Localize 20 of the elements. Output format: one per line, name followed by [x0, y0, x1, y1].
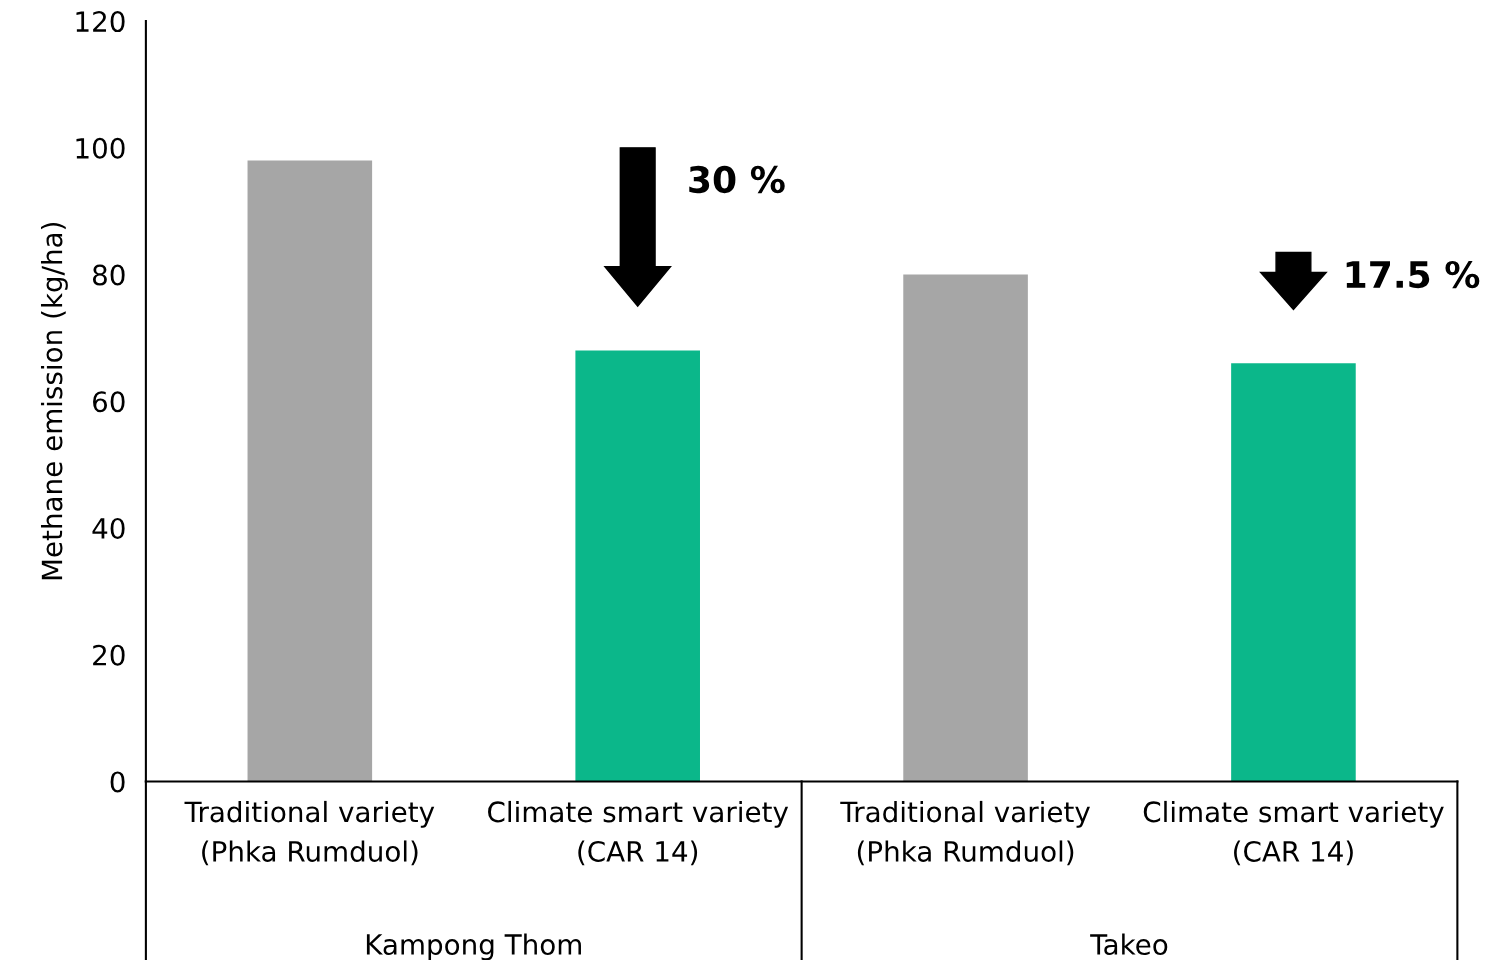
y-tick-label: 40: [92, 517, 125, 539]
bar: [903, 274, 1028, 782]
x-tick-label: Traditional variety (Phka Rumduol): [840, 800, 1090, 866]
y-tick-label: 60: [93, 391, 125, 413]
text: Takeo: [1090, 933, 1168, 956]
y-tick-label: 100: [76, 137, 125, 159]
annotation: 17.5 %: [1346, 260, 1480, 289]
y-tick-label: 120: [76, 11, 125, 33]
bar: [1231, 363, 1356, 782]
bar: [247, 160, 373, 782]
text: Kampong Thom: [366, 933, 581, 960]
y-tick-label: 0: [110, 771, 125, 793]
y-axis-title: Methane emission (kg/ha): [40, 222, 68, 580]
y-tick-label: 80: [92, 264, 125, 286]
y-tick-label: 20: [93, 644, 125, 666]
annotation: 30 %: [689, 165, 785, 194]
x-tick-label: Climate smart variety (CAR 14): [1143, 800, 1444, 866]
bar: [575, 350, 700, 782]
x-tick-label: Traditional variety (Phka Rumduol): [184, 800, 435, 866]
x-tick-label: Climate smart variety (CAR 14): [488, 800, 789, 866]
